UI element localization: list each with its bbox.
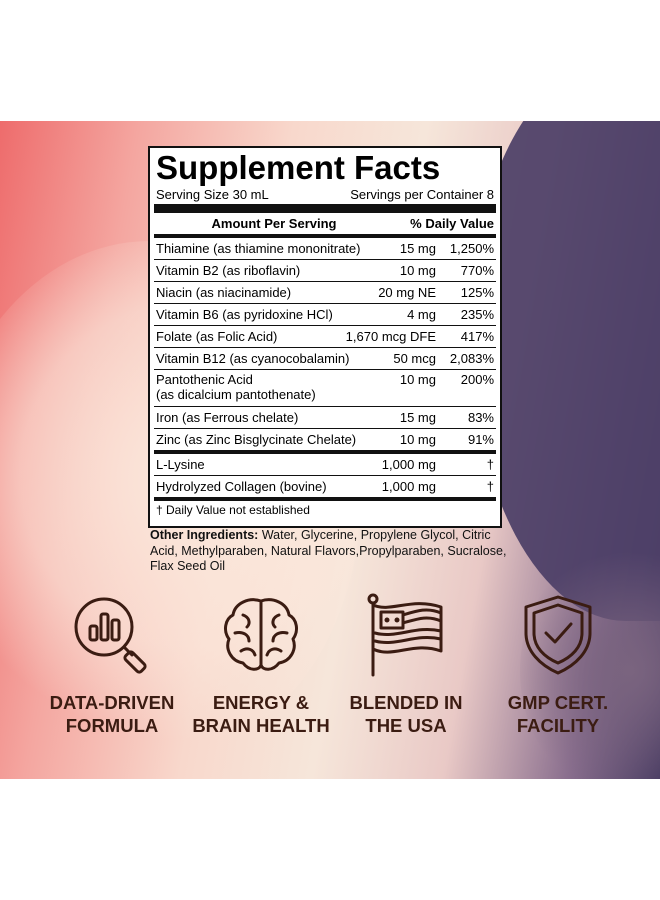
nutrient-name: Hydrolyzed Collagen (bovine): [156, 479, 327, 494]
serving-info: Serving Size 30 mL Servings per Containe…: [154, 186, 496, 204]
table-row: Hydrolyzed Collagen (bovine) 1,000 mg †: [154, 476, 496, 501]
facts-title: Supplement Facts: [156, 149, 441, 186]
nutrient-dv: 235%: [460, 307, 494, 322]
table-row: L-Lysine 1,000 mg †: [154, 454, 496, 476]
shield-check-icon: [524, 595, 592, 675]
nutrient-dv: 2,083%: [449, 351, 494, 366]
nutrient-amount: 1,670 mcg DFE: [345, 329, 436, 344]
nutrient-amount: 15 mg: [399, 241, 436, 256]
nutrient-dv: 125%: [460, 285, 494, 300]
nutrient-amount: 10 mg: [399, 432, 436, 447]
nutrient-name: Vitamin B12 (as cyanocobalamin): [156, 351, 350, 366]
feature-data-driven: DATA-DRIVEN FORMULA: [37, 593, 187, 737]
other-ingredients: Other Ingredients: Water, Glycerine, Pro…: [150, 528, 520, 575]
feature-label: BLENDED IN THE USA: [349, 692, 463, 736]
feature-gmp-certified: GMP CERT. FACILITY: [483, 593, 633, 737]
table-row: Thiamine (as thiamine mononitrate) 15 mg 1…: [154, 238, 496, 260]
nutrient-amount: 50 mcg: [393, 351, 436, 366]
nutrient-dv: 83%: [467, 410, 494, 425]
supplement-facts-panel: Supplement Facts Serving Size 30 mL Serv…: [148, 146, 502, 528]
feature-energy-brain: ENERGY & BRAIN HEALTH: [186, 593, 336, 737]
feature-label: ENERGY & BRAIN HEALTH: [192, 692, 330, 736]
nutrient-amount: 15 mg: [399, 410, 436, 425]
nutrient-name: Zinc (as Zinc Bisglycinate Chelate): [156, 432, 357, 447]
nutrient-name: Pantothenic Acid: [156, 372, 253, 387]
nutrient-name: L-Lysine: [156, 457, 205, 472]
other-ingredients-label: Other Ingredients:: [150, 528, 259, 542]
nutrient-amount: 10 mg: [399, 263, 436, 278]
table-row: Pantothenic Acid (as dicalcium pantothena…: [154, 370, 496, 407]
nutrient-amount: 4 mg: [407, 307, 436, 322]
table-row: Folate (as Folic Acid) 1,670 mcg DFE 417%: [154, 326, 496, 348]
nutrient-dv: 200%: [460, 372, 494, 387]
divider: [154, 204, 496, 213]
nutrient-amount: 10 mg: [399, 372, 436, 387]
table-row: Vitamin B2 (as riboflavin) 10 mg 770%: [154, 260, 496, 282]
other-ingredients-text: Water, Glycerine, Propylene Glycol, Citr…: [150, 528, 507, 573]
nutrient-name: Vitamin B6 (as pyridoxine HCl): [156, 307, 333, 322]
nutrient-dv: 417%: [460, 329, 494, 344]
table-row: Vitamin B12 (as cyanocobalamin) 50 mcg 2,0…: [154, 348, 496, 370]
dv-header: % Daily Value: [410, 216, 494, 231]
feature-blended-usa: BLENDED IN THE USA: [331, 593, 481, 737]
nutrient-amount: 20 mg NE: [378, 285, 436, 300]
nutrient-dv: †: [486, 457, 494, 472]
usa-flag-icon: [367, 593, 443, 677]
amount-header: Amount Per Serving: [211, 216, 337, 231]
nutrient-name: Iron (as Ferrous chelate): [156, 410, 299, 425]
facts-header: Amount Per Serving % Daily Value: [154, 213, 496, 238]
magnifier-chart-icon: [74, 597, 147, 674]
serving-size: Serving Size 30 mL: [156, 187, 269, 202]
nutrient-amount: 1,000 mg: [381, 479, 436, 494]
table-row: Iron (as Ferrous chelate) 15 mg 83%: [154, 407, 496, 429]
nutrient-name: Vitamin B2 (as riboflavin): [156, 263, 301, 278]
brain-icon: [224, 598, 298, 671]
nutrient-amount: 1,000 mg: [381, 457, 436, 472]
nutrient-name: Folate (as Folic Acid): [156, 329, 278, 344]
feature-label: DATA-DRIVEN FORMULA: [49, 692, 175, 736]
table-row: Vitamin B6 (as pyridoxine HCl) 4 mg 235%: [154, 304, 496, 326]
table-row: Niacin (as niacinamide) 20 mg NE 125%: [154, 282, 496, 304]
nutrient-name: Thiamine (as thiamine mononitrate): [156, 241, 361, 256]
nutrient-name-detail: (as dicalcium pantothenate): [156, 387, 316, 402]
nutrient-dv: 91%: [467, 432, 494, 447]
nutrient-dv: †: [486, 479, 494, 494]
nutrient-dv: 770%: [460, 263, 494, 278]
nutrient-name: Niacin (as niacinamide): [156, 285, 292, 300]
servings-per-container: Servings per Container 8: [350, 187, 494, 202]
nutrient-dv: 1,250%: [449, 241, 494, 256]
table-row: Zinc (as Zinc Bisglycinate Chelate) 10 mg…: [154, 429, 496, 454]
feature-label: GMP CERT. FACILITY: [507, 692, 609, 736]
facts-footnote: † Daily Value not established: [156, 503, 310, 517]
